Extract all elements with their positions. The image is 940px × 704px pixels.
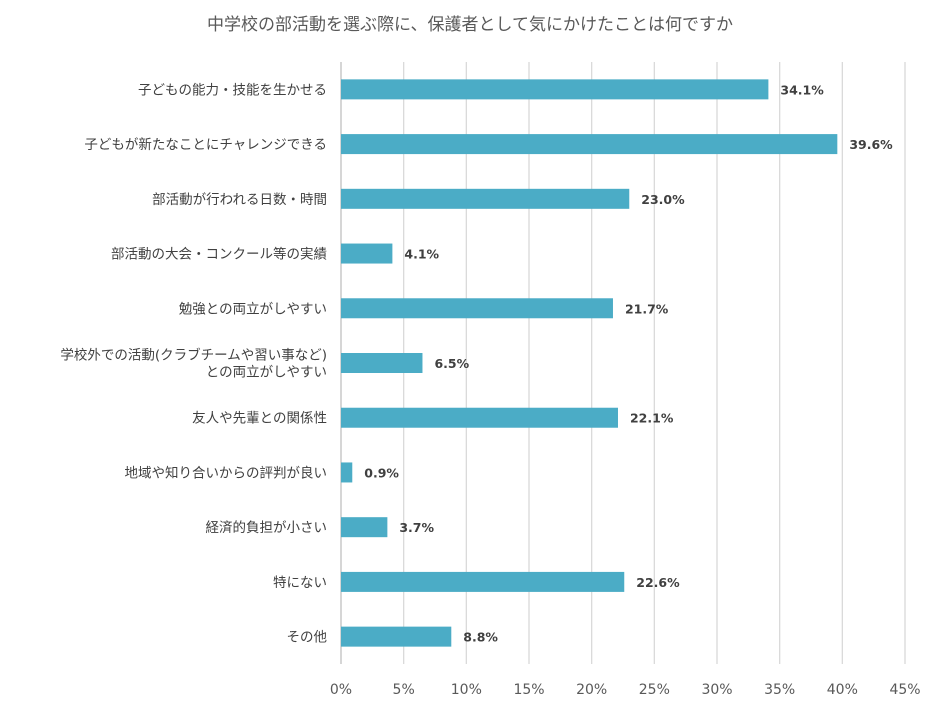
gridlines (340, 62, 906, 664)
bar (341, 462, 353, 483)
x-tick-label: 45% (889, 682, 920, 698)
category-label: 子どもの能力・技能を生かせる (138, 82, 327, 98)
x-tick-label: 20% (576, 682, 607, 698)
x-tick-label: 35% (764, 682, 795, 698)
x-tick-label: 10% (451, 682, 482, 698)
bar (341, 243, 393, 264)
category-label: との両立がしやすい (206, 365, 327, 381)
bar (341, 626, 452, 647)
bar (341, 188, 630, 209)
data-label: 0.9% (364, 465, 399, 480)
data-label: 23.0% (641, 192, 685, 207)
data-label: 6.5% (434, 356, 469, 371)
data-label: 4.1% (404, 247, 439, 262)
data-label: 3.7% (399, 520, 434, 535)
data-label: 39.6% (849, 137, 893, 152)
data-label: 22.6% (636, 575, 680, 590)
category-label: 勉強との両立がしやすい (179, 301, 327, 317)
bar (341, 79, 769, 100)
category-label: 子どもが新たなことにチャレンジできる (84, 137, 327, 153)
data-label: 22.1% (630, 411, 674, 426)
category-label: 学校外での活動(クラブチームや習い事など) (60, 347, 327, 364)
bar (341, 298, 613, 319)
data-label: 8.8% (463, 630, 498, 645)
x-tick-label: 30% (701, 682, 732, 698)
bar (341, 571, 625, 592)
data-label: 34.1% (780, 82, 824, 97)
x-tick-label: 5% (393, 682, 415, 698)
x-tick-label: 0% (330, 682, 352, 698)
bar (341, 517, 388, 538)
category-label: その他 (287, 630, 328, 646)
bar (341, 134, 838, 155)
chart-title: 中学校の部活動を選ぶ際に、保護者として気にかけたことは何ですか (207, 15, 733, 35)
x-tick-label: 40% (827, 682, 858, 698)
category-label: 友人や先輩との関係性 (192, 411, 327, 427)
labels: 0% 5% 10% 15% 20% 25% 30% 35% 40% 45% 34.1% 子どもの能力・… (60, 82, 920, 698)
category-label: 部活動の大会・コンクール等の実績 (111, 246, 327, 263)
x-tick-label: 25% (639, 682, 670, 698)
data-label: 21.7% (625, 301, 669, 316)
bars (341, 79, 838, 647)
bar (341, 353, 423, 373)
category-label: 部活動が行われる日数・時間 (152, 192, 327, 208)
bar (341, 407, 618, 428)
category-label: 特にない (273, 575, 327, 591)
category-label: 経済的負担が小さい (206, 520, 328, 536)
x-tick-label: 15% (513, 682, 544, 698)
category-label: 地域や知り合いからの評判が良い (125, 464, 328, 481)
